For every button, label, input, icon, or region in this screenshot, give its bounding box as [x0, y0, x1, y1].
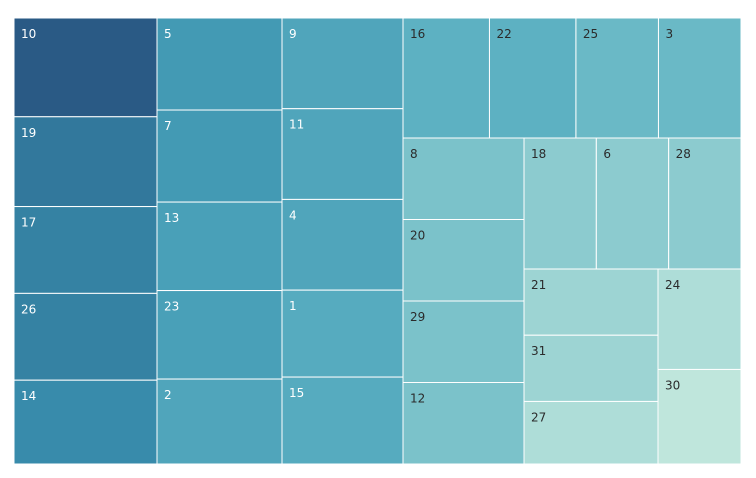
- treemap-cell-19: 19: [13, 116, 158, 208]
- treemap-cell-16: 16: [402, 17, 490, 139]
- treemap-rect-30: [657, 368, 742, 465]
- treemap-label-5: 5: [164, 27, 172, 41]
- treemap-cell-21: 21: [523, 268, 659, 336]
- treemap-rect-5: [156, 17, 283, 111]
- treemap-rect-1: [281, 289, 404, 378]
- treemap-rect-4: [281, 198, 404, 291]
- treemap-rect-14: [13, 379, 158, 465]
- treemap-cell-8: 8: [402, 137, 525, 220]
- treemap-rect-17: [13, 206, 158, 294]
- treemap-cell-9: 9: [281, 17, 404, 110]
- treemap-label-1: 1: [289, 299, 297, 313]
- treemap-label-18: 18: [531, 147, 546, 161]
- treemap-label-30: 30: [665, 378, 680, 392]
- treemap-rect-18: [523, 137, 597, 270]
- treemap-label-14: 14: [21, 389, 36, 403]
- treemap-rect-27: [523, 400, 659, 465]
- treemap-cell-7: 7: [156, 109, 283, 203]
- treemap-label-24: 24: [665, 278, 680, 292]
- treemap-rect-19: [13, 116, 158, 208]
- treemap-cell-18: 18: [523, 137, 597, 270]
- treemap-label-17: 17: [21, 216, 36, 230]
- treemap-label-31: 31: [531, 344, 546, 358]
- treemap-label-28: 28: [676, 147, 691, 161]
- treemap-rect-11: [281, 108, 404, 200]
- treemap-cell-22: 22: [488, 17, 577, 139]
- treemap-label-3: 3: [665, 27, 673, 41]
- treemap-rect-6: [595, 137, 670, 270]
- treemap-rect-24: [657, 268, 742, 370]
- treemap-label-27: 27: [531, 410, 546, 424]
- treemap-label-12: 12: [410, 392, 425, 406]
- treemap-label-4: 4: [289, 208, 297, 222]
- treemap-label-11: 11: [289, 118, 304, 132]
- treemap-rect-16: [402, 17, 490, 139]
- treemap-cell-30: 30: [657, 368, 742, 465]
- treemap-cell-15: 15: [281, 376, 404, 465]
- treemap-cell-20: 20: [402, 219, 525, 302]
- treemap-rect-20: [402, 219, 525, 302]
- treemap-label-2: 2: [164, 388, 172, 402]
- treemap-cell-10: 10: [13, 17, 158, 118]
- treemap-cell-5: 5: [156, 17, 283, 111]
- treemap-rect-2: [156, 378, 283, 465]
- treemap-cell-27: 27: [523, 400, 659, 465]
- treemap-cell-6: 6: [595, 137, 670, 270]
- treemap-cell-23: 23: [156, 290, 283, 380]
- treemap-rect-25: [575, 17, 659, 139]
- treemap-label-20: 20: [410, 229, 425, 243]
- treemap-cell-17: 17: [13, 206, 158, 294]
- treemap-label-22: 22: [496, 27, 511, 41]
- treemap-cell-2: 2: [156, 378, 283, 465]
- treemap-rect-15: [281, 376, 404, 465]
- treemap-label-8: 8: [410, 147, 418, 161]
- treemap-rect-29: [402, 300, 525, 383]
- treemap-label-23: 23: [164, 300, 179, 314]
- treemap-cell-11: 11: [281, 108, 404, 200]
- treemap-label-10: 10: [21, 27, 36, 41]
- treemap-rect-31: [523, 334, 659, 402]
- treemap-rect-26: [13, 292, 158, 381]
- treemap-rect-28: [668, 137, 742, 270]
- treemap-label-9: 9: [289, 27, 297, 41]
- treemap-rect-8: [402, 137, 525, 220]
- treemap-rect-13: [156, 201, 283, 292]
- treemap-rect-9: [281, 17, 404, 110]
- treemap-label-19: 19: [21, 126, 36, 140]
- treemap-cell-12: 12: [402, 382, 525, 465]
- treemap-label-13: 13: [164, 211, 179, 225]
- treemap-cell-3: 3: [657, 17, 742, 139]
- treemap-cell-26: 26: [13, 292, 158, 381]
- treemap-label-26: 26: [21, 302, 36, 316]
- treemap-cell-28: 28: [668, 137, 742, 270]
- treemap-cell-14: 14: [13, 379, 158, 465]
- treemap-label-25: 25: [583, 27, 598, 41]
- treemap-rect-10: [13, 17, 158, 118]
- treemap-label-16: 16: [410, 27, 425, 41]
- treemap-cell-24: 24: [657, 268, 742, 370]
- treemap-rect-7: [156, 109, 283, 203]
- treemap-cell-4: 4: [281, 198, 404, 291]
- treemap-cell-25: 25: [575, 17, 659, 139]
- treemap-cell-1: 1: [281, 289, 404, 378]
- treemap-label-7: 7: [164, 119, 172, 133]
- treemap-cell-29: 29: [402, 300, 525, 383]
- treemap-rect-21: [523, 268, 659, 336]
- treemap-label-6: 6: [603, 147, 611, 161]
- treemap-cell-13: 13: [156, 201, 283, 292]
- treemap-label-21: 21: [531, 278, 546, 292]
- treemap-label-29: 29: [410, 310, 425, 324]
- treemap-rect-12: [402, 382, 525, 465]
- treemap-cell-31: 31: [523, 334, 659, 402]
- treemap-rect-3: [657, 17, 742, 139]
- treemap-label-15: 15: [289, 386, 304, 400]
